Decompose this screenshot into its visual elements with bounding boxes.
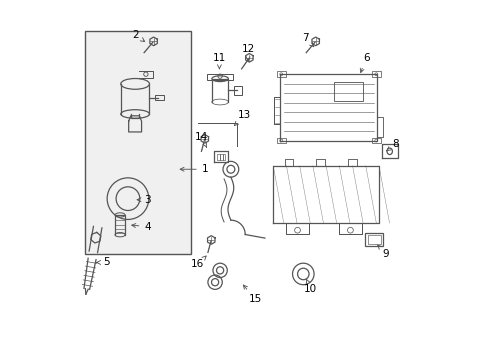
Bar	[371, 138, 380, 143]
Bar	[276, 71, 285, 77]
Text: 4: 4	[131, 222, 151, 231]
Bar	[85, 31, 190, 253]
Text: 15: 15	[243, 285, 262, 304]
Text: 2: 2	[132, 30, 144, 41]
Bar	[233, 86, 241, 95]
Text: 13: 13	[234, 111, 251, 126]
Bar	[217, 154, 219, 159]
Bar	[365, 233, 383, 246]
Text: 6: 6	[360, 53, 369, 72]
Bar	[276, 138, 285, 143]
Bar	[333, 82, 362, 101]
Bar	[371, 71, 380, 77]
Text: 8: 8	[386, 139, 398, 151]
Bar	[376, 117, 382, 137]
Text: 14: 14	[194, 132, 208, 147]
Bar	[206, 74, 233, 80]
Bar	[155, 95, 163, 100]
Text: 10: 10	[304, 279, 317, 294]
Bar	[219, 154, 222, 159]
Text: 3: 3	[137, 195, 151, 205]
Text: 9: 9	[377, 245, 388, 258]
Bar	[222, 154, 225, 159]
Text: 11: 11	[212, 53, 225, 69]
Bar	[367, 235, 380, 244]
Text: 12: 12	[241, 44, 254, 60]
Text: 5: 5	[97, 257, 109, 267]
Text: 7: 7	[302, 33, 313, 47]
Text: 16: 16	[191, 256, 206, 269]
Text: 1: 1	[180, 164, 208, 174]
